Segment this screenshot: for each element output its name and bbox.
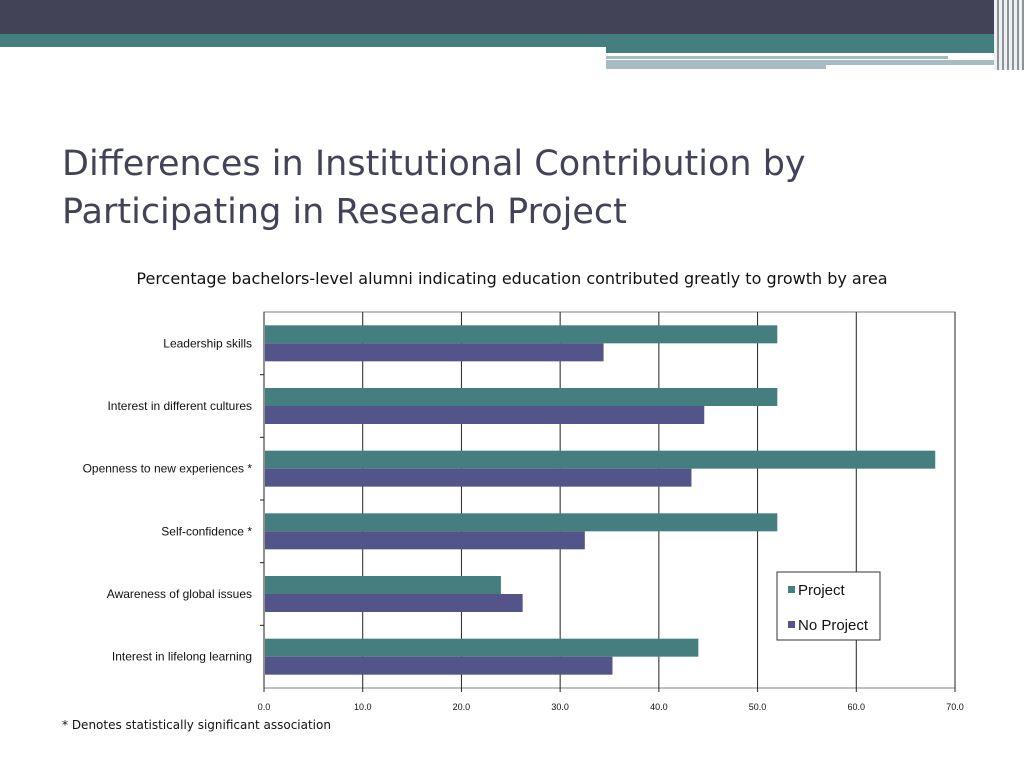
x-tick-label: 60.0	[848, 702, 866, 712]
category-label: Leadership skills	[163, 336, 252, 350]
bar-no-project	[265, 468, 692, 487]
legend-swatch-project	[788, 586, 795, 593]
category-label: Interest in lifelong learning	[112, 650, 252, 664]
slide-title: Differences in Institutional Contributio…	[62, 140, 962, 236]
legend-label-project: Project	[798, 582, 846, 599]
legend-label-no-project: No Project	[798, 617, 869, 634]
bar-no-project	[265, 531, 585, 550]
header-light-band-3	[826, 60, 1000, 65]
bar-project	[265, 576, 501, 594]
bar-no-project	[265, 594, 523, 612]
bar-no-project	[265, 406, 705, 424]
x-tick-label: 20.0	[453, 702, 471, 712]
x-tick-label: 0.0	[258, 702, 271, 712]
category-label: Awareness of global issues	[107, 587, 252, 601]
bar-no-project	[265, 343, 604, 362]
header-teal-band	[0, 34, 1000, 47]
legend-swatch-no-project	[788, 621, 795, 628]
bar-project	[265, 388, 778, 406]
slide-title-line-2: Participating in Research Project	[62, 192, 627, 232]
header-teal-band-lower	[606, 47, 1000, 53]
x-tick-label: 10.0	[354, 702, 372, 712]
bar-project	[265, 638, 699, 657]
slide-title-line-1: Differences in Institutional Contributio…	[62, 144, 806, 184]
x-tick-label: 30.0	[551, 702, 569, 712]
header-dark-band	[0, 0, 1024, 34]
bar-project	[265, 325, 778, 344]
legend-box	[776, 571, 881, 641]
x-tick-label: 70.0	[946, 702, 964, 712]
axis-layer: 0.0 10.0 20.0 30.0 40.0 50.0 60.0 70.0 Leadershi…	[83, 312, 964, 712]
header-stripes	[994, 0, 1024, 70]
bar-project	[265, 513, 778, 532]
x-tick-label: 40.0	[650, 702, 668, 712]
footnote: * Denotes statistically significant asso…	[62, 718, 331, 732]
bar-no-project	[265, 656, 613, 675]
bar-project	[265, 450, 936, 469]
bars-layer	[265, 325, 936, 675]
x-tick-label: 50.0	[749, 702, 767, 712]
chart-title: Percentage bachelors-level alumni indica…	[136, 269, 887, 288]
category-label: Openness to new experiences *	[83, 462, 253, 476]
legend: Project No Project	[776, 571, 881, 641]
category-label: Interest in different cultures	[107, 399, 252, 413]
grid-layer	[263, 311, 956, 689]
header-light-band-2	[606, 60, 826, 69]
header-light-band	[606, 56, 948, 59]
category-label: Self-confidence *	[161, 524, 252, 538]
